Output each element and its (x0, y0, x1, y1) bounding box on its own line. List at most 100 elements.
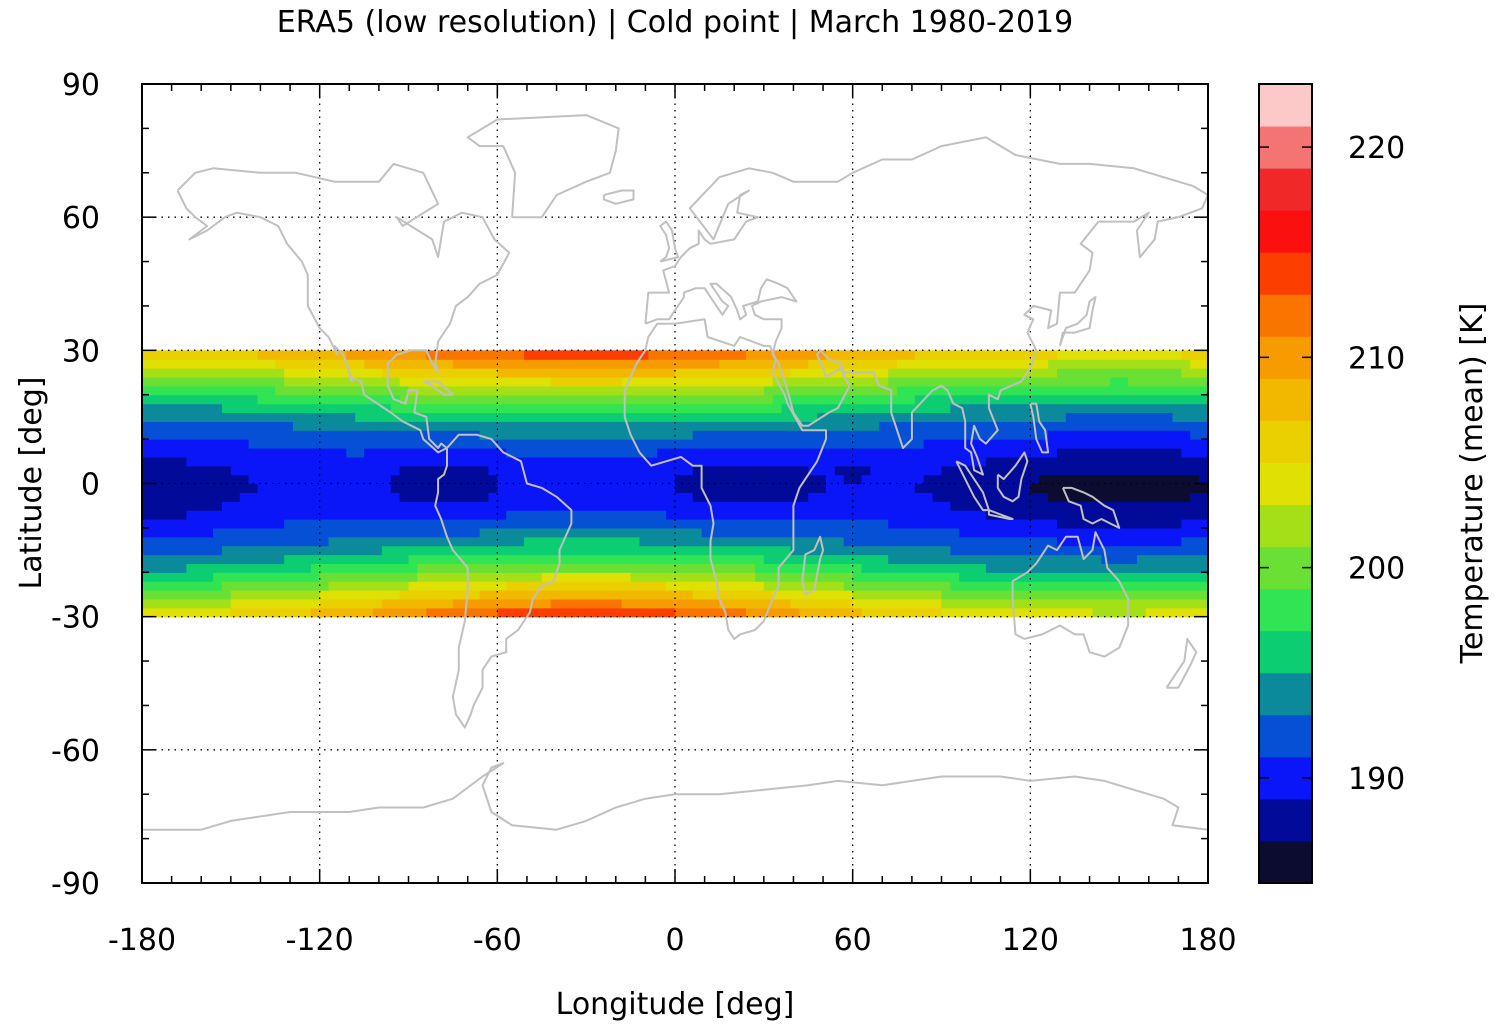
field-cell (861, 563, 987, 573)
colorbar-frame (1258, 83, 1313, 884)
field-cell (1181, 350, 1208, 360)
field-cell (230, 590, 321, 600)
x-tick-label: -180 (108, 923, 176, 958)
field-cell (142, 350, 259, 360)
field-cell (1190, 492, 1208, 502)
field-cell (497, 368, 676, 378)
colorbar-segment (1259, 462, 1312, 506)
coastline (987, 509, 1014, 520)
y-tick-label: 0 (81, 468, 100, 503)
field-cell (142, 359, 276, 369)
field-cell (479, 590, 694, 600)
field-cell (142, 368, 285, 378)
field-cell (239, 492, 401, 502)
field-cell (142, 545, 223, 556)
field-cell (213, 527, 481, 538)
field-cell (142, 421, 294, 431)
colorbar-tick-label: 190 (1348, 762, 1405, 797)
field-cell (1048, 492, 1191, 502)
field-cell (1056, 350, 1182, 360)
grid-lines (142, 84, 1208, 883)
colorbar-label: Temperature (mean) [K] (1455, 303, 1490, 665)
colorbar-segment (1259, 168, 1312, 211)
field-cell (1181, 519, 1208, 529)
field-cell (941, 465, 1208, 476)
plot-frame (141, 83, 1209, 884)
field-cell (772, 376, 889, 387)
field-cell (142, 527, 214, 538)
field-cell (221, 545, 383, 556)
field-cell (221, 403, 392, 414)
field-cell (834, 465, 872, 476)
field-cell (985, 563, 1208, 573)
field-cell (790, 545, 951, 556)
field-cell (417, 572, 543, 582)
field-cell (142, 403, 223, 414)
field-cell (426, 607, 498, 618)
y-tick-label: 90 (62, 68, 100, 103)
colorbar-tick-label: 210 (1348, 341, 1405, 376)
field-cell (142, 519, 285, 529)
field-cell (692, 430, 1049, 440)
field-cell (381, 598, 454, 609)
colorbar-segment (1259, 294, 1312, 337)
field-cell (861, 474, 925, 485)
field-cell (479, 430, 694, 440)
colorbar-segment (1259, 252, 1312, 295)
field-cell (506, 447, 658, 458)
field-cell (852, 590, 943, 600)
field-cell (408, 385, 765, 396)
field-cell (870, 465, 943, 476)
field-cell (390, 403, 783, 414)
field-cell (1190, 430, 1208, 440)
field-cell (230, 607, 312, 618)
x-axis-label: Longitude [deg] (556, 987, 795, 1022)
field-cell (648, 350, 747, 360)
x-tick-label: 0 (665, 923, 684, 958)
x-tick-label: 120 (1002, 923, 1059, 958)
field-cell (1056, 447, 1182, 458)
field-cell (826, 350, 916, 360)
field-cell (1030, 483, 1208, 493)
coastline (1029, 402, 1050, 454)
coastline (996, 451, 1029, 503)
field-cell (932, 492, 1049, 502)
field-cell (861, 607, 943, 618)
field-cell (550, 376, 623, 387)
field-cell (1136, 554, 1208, 564)
field-cell (284, 554, 410, 564)
field-cell (142, 598, 232, 609)
field-cell (399, 394, 774, 405)
field-cell (142, 447, 347, 458)
field-cell (923, 474, 1040, 485)
field-cell (675, 483, 827, 493)
y-tick-label: -60 (51, 734, 100, 769)
x-tick-label: 60 (834, 923, 872, 958)
field-cell (399, 590, 481, 600)
field-cell (639, 536, 845, 547)
field-cell (1092, 607, 1147, 618)
field-cell (284, 368, 383, 378)
coastline (623, 318, 827, 640)
coastline (644, 136, 1208, 476)
field-cell (790, 368, 889, 378)
field-cell (675, 474, 827, 485)
field-cell (257, 350, 347, 360)
field-cell (959, 527, 1208, 538)
field-cell (213, 572, 321, 582)
field-cell (142, 501, 223, 511)
coastline (176, 162, 511, 454)
colorbar-segment (1259, 84, 1312, 127)
field-cell (719, 598, 792, 609)
field-cell (230, 465, 401, 476)
field-cell (390, 474, 498, 485)
field-cell (950, 581, 1208, 591)
field-cell (852, 598, 943, 609)
field-cell (1181, 447, 1208, 458)
field-cell (319, 590, 401, 600)
field-cell (346, 350, 427, 360)
field-cell (772, 590, 854, 600)
field-cell (950, 545, 1208, 556)
field-cell (746, 607, 800, 618)
field-cell (852, 572, 960, 582)
